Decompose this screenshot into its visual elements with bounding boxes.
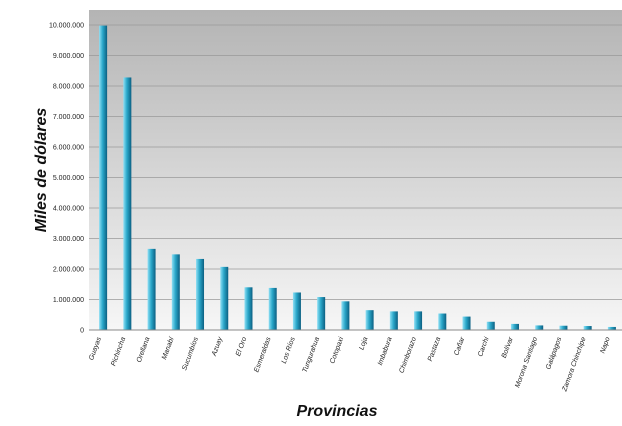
bar xyxy=(365,310,374,330)
x-axis-ticks: Guayas Pichincha Orellana Manabí Sucumbíos Az… xyxy=(88,335,612,393)
x-tick-label: Zamora Chinchipe xyxy=(561,336,588,393)
x-tick-label: Manabí xyxy=(161,335,176,360)
y-axis-label: Miles de dólares xyxy=(33,108,50,233)
bar xyxy=(486,321,495,330)
y-axis-ticks: 0 1.000.000 2.000.000 3.000.000 4.000.000 5.0… xyxy=(49,23,84,335)
bar xyxy=(341,301,350,330)
x-tick-label: Tungurahua xyxy=(302,336,321,373)
x-tick-label: Esmeraldas xyxy=(253,336,272,374)
bar xyxy=(389,311,398,330)
y-tick-label: 9.000.000 xyxy=(53,53,84,60)
y-tick-label: 10.000.000 xyxy=(49,23,84,30)
bar xyxy=(123,77,132,331)
y-tick-label: 8.000.000 xyxy=(53,84,84,91)
x-tick-label: Napo xyxy=(599,336,611,354)
bar xyxy=(196,258,205,330)
y-tick-label: 4.000.000 xyxy=(53,206,84,213)
bar xyxy=(244,287,253,330)
x-tick-label: El Oro xyxy=(235,336,248,357)
x-tick-label: Galápagos xyxy=(545,336,563,371)
x-tick-label: Loja xyxy=(358,336,369,351)
plot-area-background xyxy=(89,10,622,330)
y-tick-label: 2.000.000 xyxy=(53,267,84,274)
x-tick-label: Morona Santiago xyxy=(514,336,539,389)
bar xyxy=(559,325,568,330)
x-tick-label: Orellana xyxy=(136,336,152,363)
bar xyxy=(607,326,616,330)
x-tick-label: Azuay xyxy=(211,336,225,358)
bars xyxy=(99,25,616,331)
y-tick-label: 1.000.000 xyxy=(53,297,84,304)
bar xyxy=(317,297,326,330)
x-tick-label: Carchi xyxy=(477,336,491,358)
y-tick-label: 5.000.000 xyxy=(53,175,84,182)
y-tick-label: 6.000.000 xyxy=(53,145,84,152)
y-tick-label: 0 xyxy=(80,328,84,335)
bar xyxy=(99,25,108,331)
bar xyxy=(171,254,180,330)
bar xyxy=(147,248,156,330)
x-tick-label: Pichincha xyxy=(110,336,127,367)
bar xyxy=(583,326,592,330)
x-tick-label: Los Ríos xyxy=(281,336,297,365)
bar xyxy=(438,313,447,330)
bar xyxy=(220,266,229,330)
bar xyxy=(292,292,301,330)
x-axis-label: Provincias xyxy=(297,403,378,420)
bar xyxy=(414,311,423,330)
x-tick-label: Imbabura xyxy=(377,336,394,366)
x-tick-label: Cotopaxi xyxy=(329,336,345,365)
bar xyxy=(462,316,471,330)
bar xyxy=(535,325,544,330)
x-tick-label: Chimborazo xyxy=(398,336,418,374)
y-tick-label: 3.000.000 xyxy=(53,236,84,243)
x-tick-label: Bolívar xyxy=(501,336,515,359)
x-tick-label: Guayas xyxy=(88,336,103,362)
x-tick-label: Pastaza xyxy=(427,336,442,362)
x-tick-label: Sucumbíos xyxy=(181,336,200,372)
y-tick-label: 7.000.000 xyxy=(53,114,84,121)
bar xyxy=(510,323,519,330)
bar xyxy=(268,287,277,330)
x-tick-label: Cañar xyxy=(453,336,466,357)
